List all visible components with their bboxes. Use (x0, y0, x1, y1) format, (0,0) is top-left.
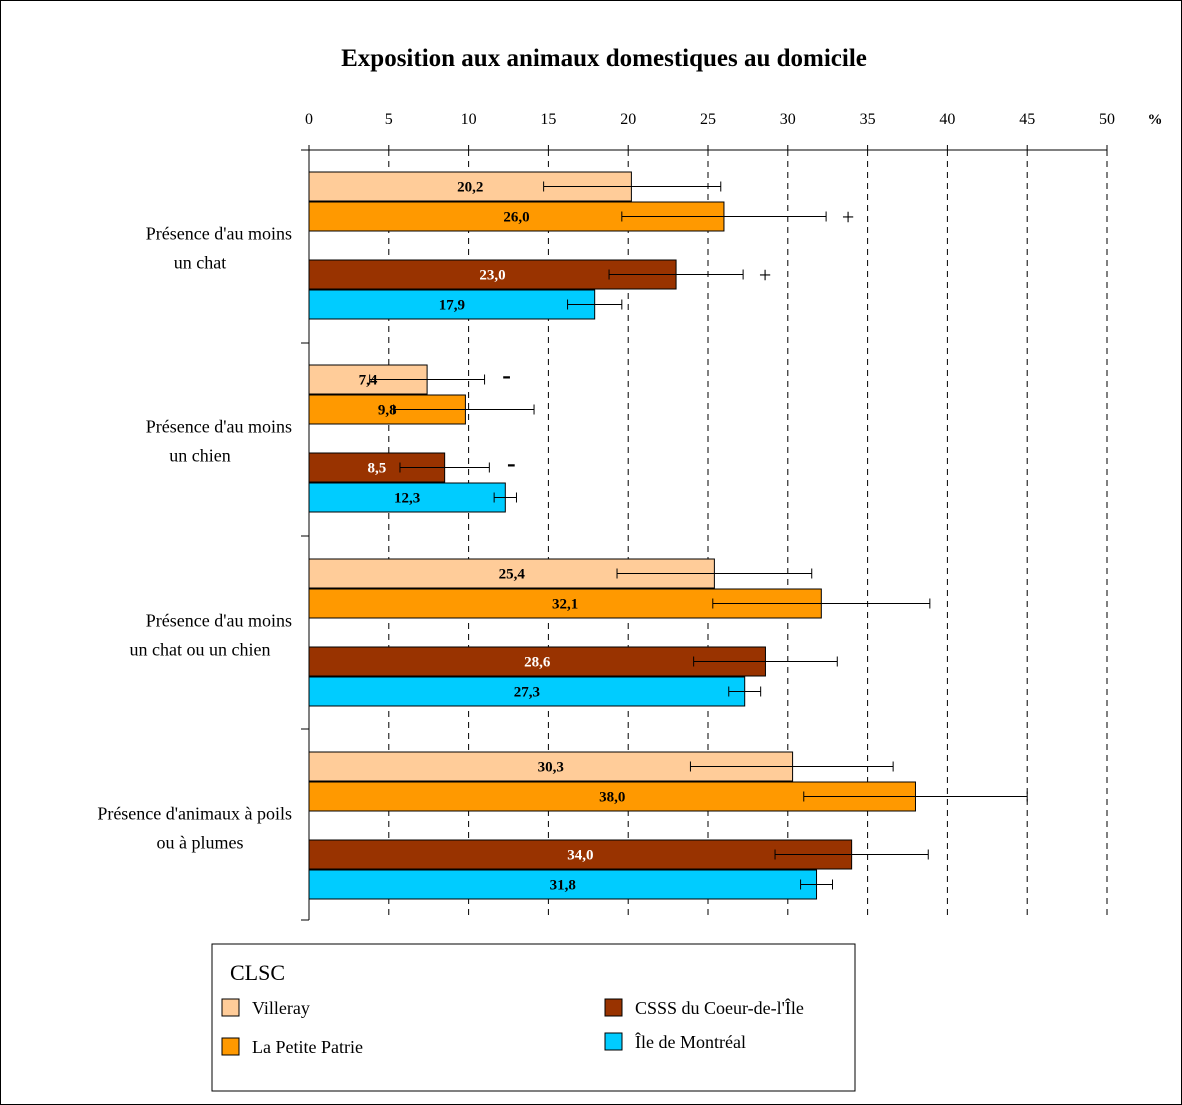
category-label-line1: Présence d'au moins (146, 224, 292, 244)
category-label-line2: un chien (169, 446, 230, 466)
category-label-line1: Présence d'au moins (146, 611, 292, 631)
x-tick-label: 30 (780, 111, 796, 128)
legend-box (211, 943, 856, 1092)
bar (308, 839, 853, 870)
legend-label: La Petite Patrie (252, 1037, 363, 1057)
legend-swatch (604, 1032, 623, 1051)
x-tick-label: 5 (385, 111, 393, 128)
data-label: 34,0 (567, 848, 593, 864)
data-label: 28,6 (524, 655, 551, 671)
data-label: 38,0 (599, 790, 625, 806)
data-label: 23,0 (479, 268, 505, 284)
legend-swatch (221, 1037, 240, 1056)
x-tick-label: 45 (1019, 111, 1035, 128)
data-label: 31,8 (550, 878, 576, 894)
significance-marker: - (502, 361, 511, 390)
x-tick-label: 15 (540, 111, 556, 128)
legend-swatch (221, 998, 240, 1017)
x-tick-label: 25 (700, 111, 716, 128)
significance-marker: + (842, 205, 854, 230)
category-label-line2: un chat ou un chien (130, 640, 271, 660)
legend: CLSC Villeray La Petite Patrie CSSS du Coe… (211, 943, 856, 1092)
legend-swatch (604, 998, 623, 1017)
data-label: 8,5 (367, 461, 386, 477)
data-label: 30,3 (538, 760, 564, 776)
category-label-line1: Présence d'au moins (146, 417, 292, 437)
category-label-line2: ou à plumes (157, 833, 244, 853)
data-label: 32,1 (552, 597, 578, 613)
bar (308, 482, 506, 513)
significance-marker: - (507, 449, 516, 478)
bars: 20,2 7,4 - 25,4 30,3 26,0 +9,8 32,1 38,0 23,0 +8,5… (308, 171, 1028, 900)
x-tick-label: 50 (1099, 111, 1115, 128)
data-label: 20,2 (457, 180, 483, 196)
data-label: 26,0 (503, 210, 529, 226)
x-tick-label: 10 (461, 111, 477, 128)
data-label: 7,4 (359, 373, 378, 389)
x-tick-label: 40 (939, 111, 955, 128)
significance-marker: + (759, 263, 771, 288)
data-label: 17,9 (439, 298, 465, 314)
category-label-line1: Présence d'animaux à poils (97, 804, 292, 824)
x-tick-label: 35 (860, 111, 876, 128)
category-labels: Présence d'au moins un chat Présence d'au … (97, 224, 292, 853)
category-label-line2: un chat (174, 253, 226, 273)
chart-title: Exposition aux animaux domestiques au do… (341, 45, 867, 72)
legend-label: Villeray (252, 998, 310, 1018)
x-tick-label: 20 (620, 111, 636, 128)
x-tick-label: 0 (305, 111, 313, 128)
legend-label: CSSS du Coeur-de-l'Île (635, 997, 804, 1018)
data-label: 25,4 (499, 567, 526, 583)
data-label: 12,3 (394, 491, 420, 507)
legend-title: CLSC (230, 960, 285, 985)
data-label: 9,8 (378, 403, 397, 419)
unit-label: % (1148, 112, 1163, 128)
data-label: 27,3 (514, 685, 540, 701)
legend-label: Île de Montréal (635, 1031, 746, 1052)
